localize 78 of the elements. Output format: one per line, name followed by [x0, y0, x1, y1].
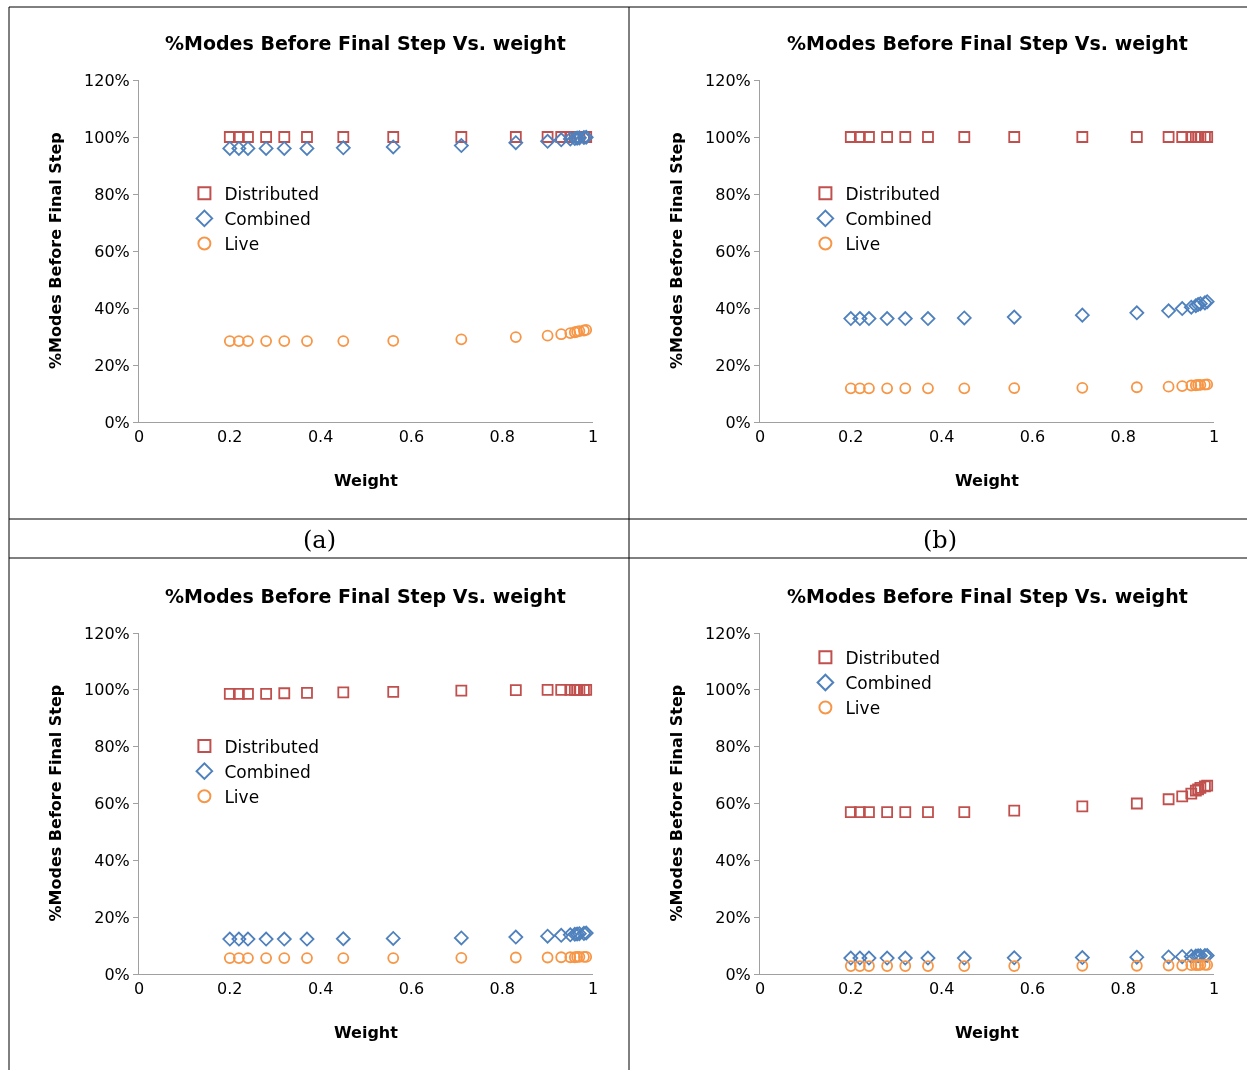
x-tick-label: 0.8	[489, 979, 515, 999]
y-tick-label: 0%	[104, 964, 130, 984]
text: (b)	[923, 526, 958, 554]
legend-label: Distributed	[224, 183, 319, 204]
legend-label: Live	[845, 698, 881, 719]
legend-label: Distributed	[845, 648, 940, 668]
y-tick-label: 60%	[715, 241, 751, 261]
x-tick-label: 0	[754, 979, 766, 999]
x-axis-title: Weight	[955, 471, 1020, 490]
x-axis-title: Weight	[334, 1023, 399, 1042]
chart-title: %Modes Before Final Step Vs. weight	[787, 585, 1188, 607]
x-axis-title: Weight	[955, 1023, 1020, 1042]
x-tick-label: 0	[133, 427, 145, 447]
x-axis-title: Weight	[334, 471, 399, 490]
y-tick-label: 0%	[104, 412, 130, 432]
x-tick-label: 0.6	[398, 427, 425, 447]
y-tick-label: 80%	[715, 737, 751, 757]
x-tick-label: 1	[1208, 979, 1220, 999]
x-tick-label: 0.6	[1019, 427, 1046, 447]
x-tick-label: 0.2	[217, 979, 243, 999]
y-tick-label: 20%	[94, 907, 130, 927]
y-tick-label: 100%	[84, 680, 130, 700]
text: (a)	[303, 526, 337, 554]
y-tick-label: 60%	[715, 794, 751, 814]
legend-label: Combined	[224, 209, 311, 230]
y-tick-label: 0%	[725, 964, 751, 984]
y-tick-label: 80%	[715, 184, 751, 204]
y-tick-label: 80%	[94, 184, 130, 204]
y-tick-label: 120%	[705, 70, 751, 90]
x-tick-label: 1	[1208, 427, 1220, 447]
legend-label: Live	[224, 234, 260, 255]
y-tick-label: 60%	[94, 241, 130, 261]
y-tick-label: 100%	[705, 680, 751, 700]
legend-label: Combined	[224, 761, 311, 782]
x-tick-label: 0.4	[307, 427, 334, 447]
y-tick-label: 20%	[94, 355, 130, 375]
legend-label: Distributed	[845, 183, 940, 204]
chart-title: %Modes Before Final Step Vs. weight	[165, 32, 566, 54]
legend-label: Live	[224, 786, 260, 807]
y-tick-label: 40%	[715, 850, 751, 870]
x-tick-label: 0.6	[1019, 979, 1046, 999]
y-tick-label: 40%	[94, 298, 130, 318]
y-tick-label: 80%	[94, 737, 130, 757]
y-tick-label: 120%	[84, 623, 130, 643]
legend-label: Distributed	[224, 736, 319, 757]
chart-title: %Modes Before Final Step Vs. weight	[165, 585, 566, 607]
x-tick-label: 0.4	[928, 979, 955, 999]
x-tick-label: 1	[587, 427, 599, 447]
y-axis-title: %Modes Before Final Step	[667, 132, 686, 369]
x-tick-label: 0.8	[1110, 979, 1136, 999]
y-axis-title: %Modes Before Final Step	[46, 132, 65, 369]
x-tick-label: 0.8	[489, 427, 515, 447]
x-tick-label: 0.4	[928, 427, 955, 447]
y-tick-label: 120%	[84, 70, 130, 90]
y-tick-label: 60%	[94, 794, 130, 814]
x-tick-label: 0.4	[307, 979, 334, 999]
x-tick-label: 0.2	[838, 979, 864, 999]
x-tick-label: 1	[587, 979, 599, 999]
x-tick-label: 0.8	[1110, 427, 1136, 447]
chart-title: %Modes Before Final Step Vs. weight	[787, 32, 1188, 54]
y-tick-label: 40%	[715, 298, 751, 318]
legend-label: Combined	[845, 209, 932, 230]
x-tick-label: 0	[754, 427, 766, 447]
y-tick-label: 20%	[715, 907, 751, 927]
x-tick-label: 0	[133, 979, 145, 999]
y-tick-label: 100%	[84, 127, 130, 147]
y-tick-label: 0%	[725, 412, 751, 432]
y-axis-title: %Modes Before Final Step	[666, 684, 686, 922]
x-tick-label: 0.2	[217, 427, 243, 447]
y-axis-title: %Modes Before Final Step	[45, 684, 65, 922]
y-tick-label: 100%	[705, 127, 751, 147]
y-tick-label: 120%	[705, 623, 751, 643]
y-tick-label: 40%	[94, 850, 130, 870]
x-tick-label: 0.6	[398, 979, 425, 999]
y-tick-label: 20%	[715, 355, 751, 375]
legend-label: Combined	[845, 673, 932, 694]
legend-label: Live	[845, 234, 881, 255]
x-tick-label: 0.2	[838, 427, 864, 447]
